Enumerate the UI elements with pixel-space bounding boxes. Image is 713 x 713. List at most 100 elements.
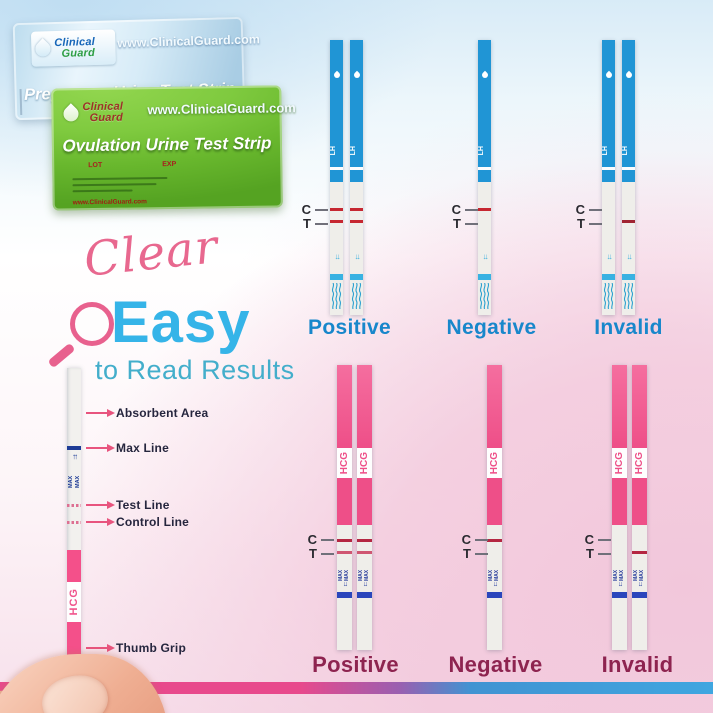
- right-arrow-icon: [86, 500, 115, 509]
- pink-grip-upper: [67, 550, 81, 582]
- ct-row: T: [307, 547, 334, 560]
- right-arrow-icon: [86, 408, 115, 417]
- result-label-positive: Positive: [308, 316, 391, 339]
- hcg-label-zone: HCG: [337, 448, 352, 478]
- max-text: MAX MAX: [337, 560, 352, 581]
- result-window: ↓↓: [602, 182, 615, 315]
- result-window: MAX MAX ↓↓: [357, 525, 372, 650]
- strip-blue-segment: [330, 170, 343, 182]
- ct-row: T: [584, 547, 611, 560]
- water-drop-icon: [332, 70, 341, 80]
- pink-grip-top: [357, 365, 372, 448]
- result-window: MAX MAX ↓↓: [612, 525, 627, 650]
- max-line-mark: [487, 592, 502, 598]
- result-label-negative: Negative: [448, 652, 543, 677]
- down-arrows-icon: ↓↓: [334, 252, 341, 261]
- ovulation-test-pouch: Clinical Guard www.ClinicalGuard.com Ovu…: [51, 85, 296, 211]
- website-url: www.ClinicalGuard.com: [147, 100, 296, 118]
- result-group-negative-hcg: HCG MAX MAX ↓↓ C T: [462, 365, 502, 650]
- down-arrows-icon: ↓↓: [493, 581, 498, 588]
- hcg-text: HCG: [339, 451, 350, 475]
- brand-word-guard: Guard: [61, 46, 96, 60]
- hcg-label-zone: HCG: [612, 448, 627, 478]
- water-drop-icon: [604, 70, 613, 80]
- result-group-positive-lh: LH ↓↓ LH ↓↓ C T: [302, 40, 363, 315]
- pointer-dash: [598, 538, 611, 541]
- clinical-guard-logo: Clinical Guard: [30, 29, 116, 67]
- strip-gap: [330, 167, 343, 170]
- strip-blue-segment: [602, 170, 615, 182]
- max-line-mark: [632, 592, 647, 598]
- result-window: MAX MAX ↓↓: [632, 525, 647, 650]
- result-group-positive-hcg: HCG MAX MAX ↓↓ HCG MAX MAX ↓↓ C T: [308, 365, 372, 650]
- pink-grip-top: [632, 365, 647, 448]
- test-line: [330, 220, 343, 223]
- ct-row: C: [307, 533, 334, 546]
- t-label: T: [303, 216, 311, 231]
- result-label-invalid: Invalid: [601, 652, 674, 677]
- pink-segment: [487, 478, 502, 525]
- lh-test-strip: LH ↓↓: [622, 40, 635, 315]
- control-line: [357, 539, 372, 542]
- lh-test-strip: LH ↓↓: [602, 40, 615, 315]
- max-word: MAX: [364, 569, 370, 581]
- hcg-label-zone: HCG: [357, 448, 372, 478]
- hcg-text: HCG: [359, 451, 370, 475]
- pointer-dash: [598, 552, 611, 555]
- ct-row: C: [575, 203, 602, 216]
- c-label: C: [584, 532, 594, 547]
- result-window: ↓↓: [622, 182, 635, 315]
- wavy-lines-icon: [330, 283, 343, 309]
- strip-gap: [622, 167, 635, 170]
- ct-row: C: [461, 533, 488, 546]
- hcg-text: HCG: [634, 451, 645, 475]
- pointer-dash: [475, 538, 488, 541]
- brand-name: Clinical Guard: [82, 101, 123, 125]
- pink-grip-top: [337, 365, 352, 448]
- strip-blue-segment: [350, 170, 363, 182]
- c-label: C: [575, 202, 585, 217]
- annotation-text: Test Line: [116, 498, 170, 512]
- pointer-dash: [315, 208, 328, 211]
- annotation-text: Control Line: [116, 515, 190, 529]
- wavy-lines-icon: [622, 283, 635, 309]
- website-url: www.ClinicalGuard.com: [117, 32, 261, 51]
- hcg-text: HCG: [489, 451, 500, 475]
- control-line: [350, 208, 363, 211]
- max-word: MAX: [67, 475, 74, 488]
- lh-text: LH: [350, 145, 357, 155]
- headline-easy: Easy: [111, 290, 251, 355]
- ct-row: T: [301, 217, 328, 230]
- down-arrows-icon: ↓↓: [638, 581, 643, 588]
- hcg-text: HCG: [614, 451, 625, 475]
- right-arrow-icon: [86, 443, 115, 452]
- t-label: T: [586, 546, 594, 561]
- max-text: MAX MAX: [632, 560, 647, 581]
- pointer-dash: [321, 552, 334, 555]
- c-label: C: [301, 202, 311, 217]
- control-line: [478, 208, 491, 211]
- down-arrows-icon: ↓↓: [606, 252, 613, 261]
- strip-blue-segment: [622, 170, 635, 182]
- pink-grip-top: [612, 365, 627, 448]
- magnifier-icon: [70, 302, 114, 346]
- max-line-mark: [357, 592, 372, 598]
- wavy-lines-icon: [602, 283, 615, 309]
- pink-segment: [632, 478, 647, 525]
- down-arrows-icon: ↓↓: [354, 252, 361, 261]
- max-word: MAX: [619, 569, 625, 581]
- control-line: [337, 539, 352, 542]
- result-group-invalid-hcg: HCG MAX MAX ↓↓ HCG MAX MAX ↓↓ C T: [585, 365, 647, 650]
- c-label: C: [307, 532, 317, 547]
- test-line: [337, 551, 352, 554]
- max-text: MAX MAX: [67, 464, 81, 488]
- annotation-text: Thumb Grip: [116, 641, 186, 655]
- headline-clear: Clear: [81, 219, 221, 288]
- fine-print-line: [72, 176, 168, 181]
- ct-row: C: [451, 203, 478, 216]
